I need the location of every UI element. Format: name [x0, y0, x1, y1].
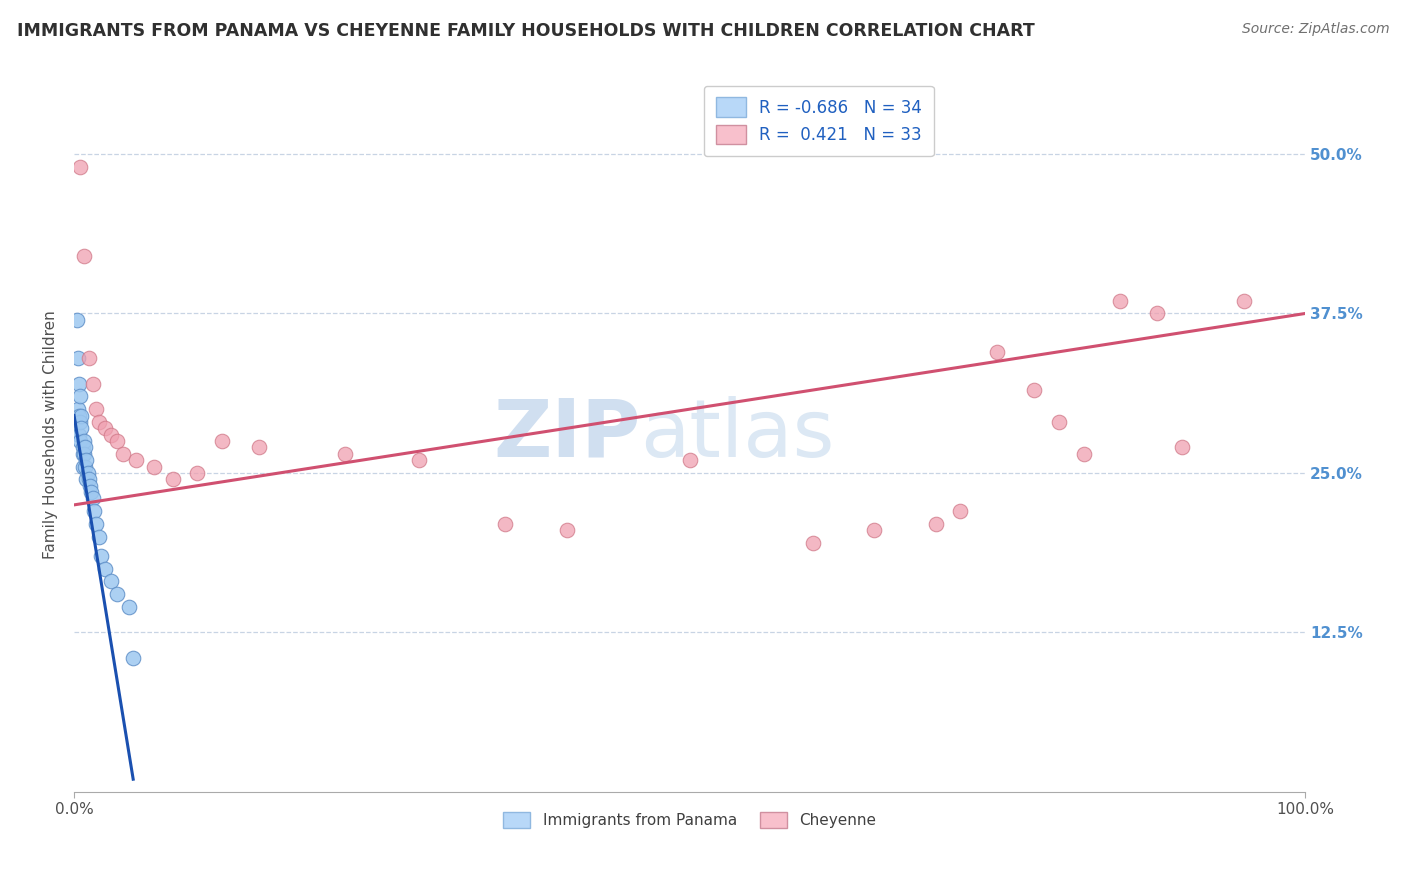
Point [79, 479, 101, 493]
Point [76, 466, 98, 480]
Point [1232, 293, 1254, 308]
Point [70, 421, 93, 435]
Point [112, 447, 135, 461]
Point [124, 453, 146, 467]
Point [949, 504, 972, 518]
Point [66, 402, 89, 417]
Point [863, 524, 886, 538]
Point [72, 447, 94, 461]
Point [1146, 306, 1168, 320]
Point [333, 447, 356, 461]
Point [94, 421, 117, 435]
Text: IMMIGRANTS FROM PANAMA VS CHEYENNE FAMILY HOUSEHOLDS WITH CHILDREN CORRELATION C: IMMIGRANTS FROM PANAMA VS CHEYENNE FAMIL… [17, 22, 1035, 40]
Point [100, 427, 122, 442]
Point [69, 389, 91, 403]
Point [69, 160, 91, 174]
Point [84, 516, 107, 531]
Point [100, 574, 122, 589]
Point [105, 434, 128, 448]
Point [77, 472, 100, 486]
Point [186, 466, 208, 480]
Point [65, 313, 87, 327]
Point [73, 249, 96, 263]
Point [72, 459, 94, 474]
Point [555, 524, 578, 538]
Point [247, 441, 270, 455]
Point [801, 536, 824, 550]
Point [408, 453, 430, 467]
Point [82, 491, 104, 506]
Point [70, 409, 93, 423]
Point [73, 447, 96, 461]
Legend: Immigrants from Panama, Cheyenne: Immigrants from Panama, Cheyenne [496, 805, 883, 834]
Point [75, 459, 97, 474]
Y-axis label: Family Households with Children: Family Households with Children [44, 310, 58, 559]
Point [75, 472, 97, 486]
Point [73, 434, 96, 448]
Point [162, 472, 184, 486]
Point [80, 485, 103, 500]
Point [75, 441, 97, 455]
Point [87, 415, 110, 429]
Point [143, 459, 166, 474]
Point [72, 441, 94, 455]
Text: atlas: atlas [640, 396, 835, 474]
Point [66, 351, 89, 366]
Point [1109, 293, 1132, 308]
Point [118, 599, 141, 614]
Point [1073, 447, 1095, 461]
Point [1024, 383, 1046, 397]
Point [84, 402, 107, 417]
Point [925, 516, 948, 531]
Point [986, 344, 1008, 359]
Point [67, 427, 90, 442]
Point [1047, 415, 1070, 429]
Point [75, 453, 97, 467]
Point [90, 549, 112, 563]
Point [77, 351, 100, 366]
Point [83, 504, 105, 518]
Point [678, 453, 700, 467]
Point [494, 516, 516, 531]
Point [67, 376, 90, 391]
Point [82, 376, 104, 391]
Point [67, 409, 90, 423]
Point [1171, 441, 1194, 455]
Point [87, 530, 110, 544]
Text: ZIP: ZIP [494, 396, 640, 474]
Point [94, 562, 117, 576]
Text: Source: ZipAtlas.com: Source: ZipAtlas.com [1241, 22, 1389, 37]
Point [69, 415, 91, 429]
Point [69, 434, 91, 448]
Point [105, 587, 128, 601]
Point [122, 651, 145, 665]
Point [211, 434, 233, 448]
